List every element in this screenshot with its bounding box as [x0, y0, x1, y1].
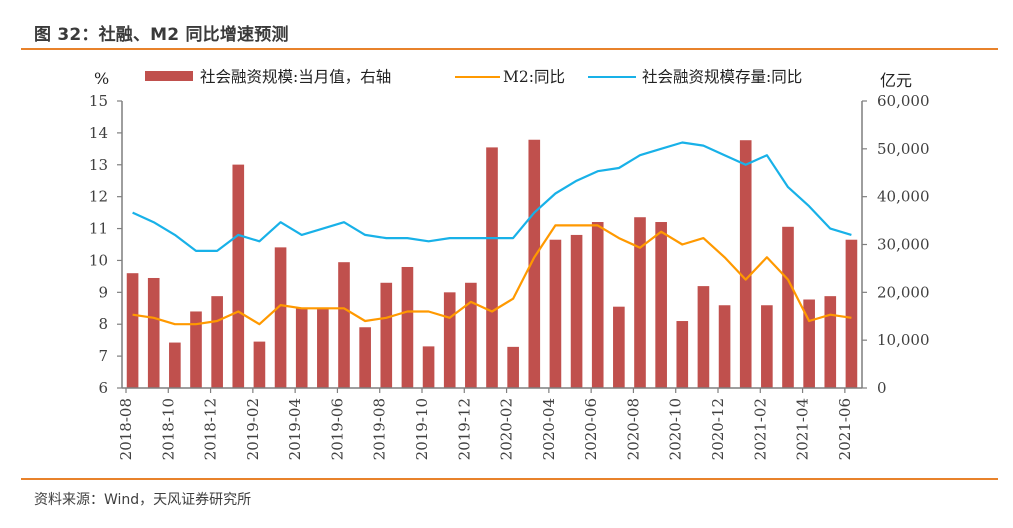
x-tick-label: 2020-08 [624, 398, 642, 460]
bar-2020-12 [718, 305, 731, 388]
bar-2021-05 [824, 296, 837, 388]
bar-2021-06 [845, 239, 858, 388]
x-tick-label: 2020-04 [540, 398, 558, 460]
x-tick-label: 2019-06 [328, 398, 346, 460]
right-tick-label: 30,000 [877, 236, 930, 254]
bar-2020-11 [697, 286, 710, 388]
left-axis-unit: % [94, 69, 109, 88]
bar-2019-04 [295, 308, 308, 388]
bar-2020-03 [528, 139, 541, 388]
bar-2018-09 [147, 277, 160, 388]
bar-2021-03 [782, 226, 794, 388]
title-rule [21, 48, 998, 50]
right-tick-label: 0 [877, 379, 887, 397]
right-tick-label: 60,000 [877, 92, 930, 110]
bar-2020-01 [486, 147, 498, 388]
bar-2019-11 [443, 292, 456, 388]
bar-2019-06 [338, 262, 350, 388]
left-tick-label: 15 [89, 92, 108, 110]
left-tick-label: 6 [98, 379, 108, 397]
axes: 6 7 8 9 10 11 12 13 14 15 0 10,000 20,000 30,000 40,00… [89, 92, 930, 460]
left-tick-label: 14 [89, 124, 108, 142]
x-tick-label: 2021-06 [836, 398, 854, 460]
bar-2018-10 [169, 342, 181, 388]
bar-2021-02 [761, 305, 773, 388]
bar-2020-07 [613, 306, 625, 388]
right-tick-label: 10,000 [877, 331, 930, 349]
bar-2020-06 [591, 222, 604, 388]
bar-series [126, 139, 858, 388]
m2-line [132, 224, 852, 326]
x-tick-label: 2018-10 [159, 398, 177, 460]
left-tick-label: 7 [98, 347, 108, 365]
bar-2019-02 [253, 341, 266, 388]
bar-2020-08 [634, 217, 646, 388]
bar-2020-10 [676, 321, 689, 388]
left-tick-label: 13 [89, 156, 108, 174]
bar-2019-10 [422, 346, 435, 388]
bar-2018-12 [211, 296, 223, 388]
bar-2019-12 [465, 282, 477, 388]
source-note: 资料来源：Wind，天风证券研究所 [34, 492, 252, 508]
x-tick-label: 2020-06 [582, 398, 600, 460]
bar-2021-01 [739, 140, 752, 388]
x-tick-label: 2019-10 [413, 398, 431, 460]
right-tick-label: 20,000 [877, 283, 930, 301]
bar-2018-08 [126, 273, 139, 388]
bar-2021-04 [803, 299, 815, 388]
left-tick-label: 11 [89, 220, 108, 238]
bar-2019-09 [401, 266, 414, 388]
legend-label-tsf-stock: 社会融资规模存量:同比 [642, 68, 802, 86]
left-tick-label: 9 [98, 283, 108, 301]
left-tick-label: 12 [89, 188, 108, 206]
line-series [132, 141, 852, 326]
bar-2019-07 [359, 327, 371, 388]
x-tick-label: 2021-04 [794, 398, 812, 460]
x-tick-label: 2019-02 [244, 398, 262, 460]
figure-title: 图 32：社融、M2 同比增速预测 [34, 25, 289, 45]
x-tick-label: 2018-08 [117, 398, 135, 460]
bar-2020-05 [570, 234, 583, 388]
right-axis-unit: 亿元 [880, 71, 912, 90]
right-tick-label: 50,000 [877, 140, 930, 158]
bar-2020-02 [507, 346, 519, 388]
x-tick-label: 2019-04 [286, 398, 304, 460]
x-tick-label: 2019-08 [371, 398, 389, 460]
bar-2020-04 [549, 239, 562, 388]
right-tick-label: 40,000 [877, 188, 930, 206]
legend-label-m2: M2:同比 [503, 68, 565, 86]
bar-2018-11 [190, 311, 202, 388]
bar-2019-08 [380, 282, 393, 388]
legend-swatch-bar [145, 71, 193, 81]
left-tick-label: 8 [98, 315, 108, 333]
bar-2020-09 [655, 222, 667, 388]
legend: 社会融资规模:当月值，右轴 M2:同比 社会融资规模存量:同比 [145, 68, 802, 86]
combo-chart: 6 7 8 9 10 11 12 13 14 15 0 10,000 20,000 30,000 40,00… [89, 68, 930, 460]
tsf-stock-line [132, 141, 852, 252]
bar-2019-03 [274, 247, 287, 388]
x-tick-label: 2021-02 [751, 398, 769, 460]
x-tick-label: 2020-02 [498, 398, 516, 460]
left-tick-label: 10 [89, 251, 108, 269]
bar-2019-01 [232, 164, 245, 388]
legend-label-bar: 社会融资规模:当月值，右轴 [200, 68, 391, 86]
bar-2019-05 [317, 309, 329, 388]
x-tick-label: 2020-12 [709, 398, 727, 460]
x-tick-label: 2018-12 [202, 398, 220, 460]
x-tick-label: 2020-10 [667, 398, 685, 460]
source-rule [21, 478, 998, 480]
x-tick-label: 2019-12 [455, 398, 473, 460]
